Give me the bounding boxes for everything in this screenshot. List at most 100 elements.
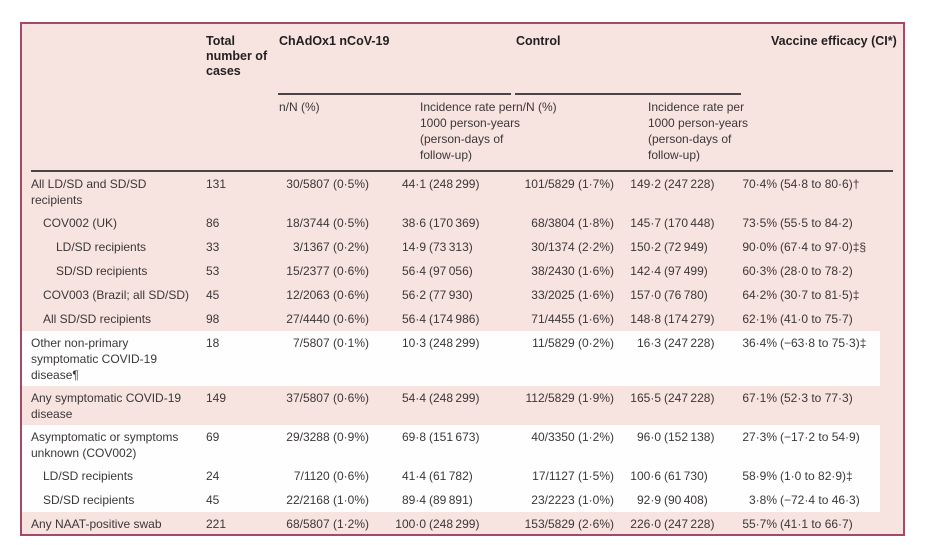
control-nn-cell: 71/4455 (1·6%): [531, 312, 614, 326]
vaccine-incidence-cell: 41·4 (61 782): [401, 469, 473, 483]
vaccine-nn-cell: 30/5807 (0·5%): [286, 177, 369, 191]
vaccine-nn-cell: 7/5807 (0·1%): [292, 336, 369, 350]
control-incidence-cell: 157·0 (76 780): [630, 288, 708, 302]
control-incidence-cell: 150·2 (72 949): [630, 240, 708, 254]
control-nn-cell: 11/5829 (0·2%): [532, 336, 614, 350]
efficacy-cell: 73·5% (55·5 to 84·2): [742, 216, 853, 230]
total-cases-cell: 33: [206, 240, 220, 254]
table-row: LD/SD recipients 33 3/1367 (0·2%) 14·9 (7…: [22, 235, 903, 259]
table-row: Asymptomatic or symptoms unknown (COV002…: [22, 425, 903, 464]
efficacy-cell: 67·1% (52·3 to 77·3): [742, 391, 853, 405]
efficacy-cell: 70·4% (54·8 to 80·6)†: [742, 177, 860, 191]
table-body: All LD/SD and SD/SD recipients 131 30/58…: [22, 172, 903, 534]
total-cases-cell: 45: [206, 288, 220, 302]
row-label: Other non-primary symptomatic COVID-19 d…: [31, 336, 158, 382]
efficacy-cell: 60·3% (28·0 to 78·2): [742, 264, 853, 278]
vaccine-incidence-cell: 10·3 (248 299): [401, 336, 480, 350]
efficacy-cell: 36·4% (−63·8 to 75·3)‡: [742, 336, 867, 350]
table-row: COV002 (UK) 86 18/3744 (0·5%) 38·6 (170 3…: [22, 211, 903, 235]
table-header: Total number of cases ChAdOx1 nCoV-19 Co…: [22, 24, 903, 172]
total-cases-cell: 221: [206, 517, 227, 531]
total-cases-cell: 24: [206, 469, 220, 483]
vaccine-incidence-cell: 54·4 (248 299): [401, 391, 480, 405]
efficacy-cell: 62·1% (41·0 to 75·7): [742, 312, 853, 326]
table-frame: Total number of cases ChAdOx1 nCoV-19 Co…: [20, 22, 905, 536]
vaccine-incidence-cell: 100·0 (248 299): [395, 517, 480, 531]
efficacy-cell: 55·7% (41·1 to 66·7): [742, 517, 853, 531]
vaccine-incidence-cell: 56·4 (97 056): [401, 264, 473, 278]
vaccine-incidence-cell: 14·9 (73 313): [401, 240, 473, 254]
control-incidence-cell: 226·0 (247 228): [630, 517, 715, 531]
row-label: Any symptomatic COVID-19 disease: [31, 391, 182, 421]
control-nn-cell: 68/3804 (1·8%): [531, 216, 614, 230]
control-incidence-cell: 165·5 (247 228): [630, 391, 715, 405]
table-row: COV003 (Brazil; all SD/SD) 45 12/2063 (0…: [22, 283, 903, 307]
total-cases-cell: 98: [206, 312, 220, 326]
total-cases-cell: 18: [206, 336, 220, 350]
header-bottom-rule: [31, 170, 893, 172]
control-nn-cell: 153/5829 (2·6%): [524, 517, 614, 531]
subheader-incidence-control: Incidence rate per 1000 person-years (pe…: [648, 100, 749, 162]
total-cases-cell: 53: [206, 264, 220, 278]
vaccine-nn-cell: 68/5807 (1·2%): [286, 517, 369, 531]
row-label: All LD/SD and SD/SD recipients: [31, 177, 147, 207]
control-incidence-cell: 96·0 (152 138): [636, 430, 715, 444]
table-row: Any symptomatic COVID-19 disease 149 37/…: [22, 386, 903, 425]
table-row: Other non-primary symptomatic COVID-19 d…: [22, 331, 903, 386]
subheader-nn-control: n/N (%): [516, 100, 557, 114]
control-incidence-cell: 92·9 (90 408): [636, 493, 708, 507]
vaccine-nn-cell: 3/1367 (0·2%): [292, 240, 369, 254]
control-incidence-cell: 100·6 (61 730): [630, 469, 708, 483]
vaccine-nn-cell: 29/3288 (0·9%): [286, 430, 369, 444]
control-incidence-cell: 16·3 (247 228): [636, 336, 715, 350]
row-label: SD/SD recipients: [56, 264, 148, 278]
vaccine-incidence-cell: 69·8 (151 673): [401, 430, 480, 444]
row-label: Asymptomatic or symptoms unknown (COV002…: [31, 430, 179, 460]
table-row: All LD/SD and SD/SD recipients 131 30/58…: [22, 172, 903, 211]
control-nn-cell: 112/5829 (1·9%): [525, 391, 615, 405]
control-nn-cell: 101/5829 (1·7%): [524, 177, 614, 191]
vaccine-nn-cell: 37/5807 (0·6%): [286, 391, 369, 405]
vaccine-nn-cell: 18/3744 (0·5%): [286, 216, 369, 230]
table-row: SD/SD recipients 53 15/2377 (0·6%) 56·4(…: [22, 259, 903, 283]
control-incidence-cell: 148·8 (174 279): [630, 312, 715, 326]
column-header-efficacy: Vaccine efficacy (CI*): [771, 34, 897, 48]
table-row: All SD/SD recipients 98 27/4440 (0·6%) 5…: [22, 307, 903, 331]
vaccine-group-rule: [278, 93, 511, 95]
column-header-total-cases: Total number of cases: [206, 34, 268, 78]
vaccine-nn-cell: 27/4440 (0·6%): [286, 312, 369, 326]
total-cases-cell: 69: [206, 430, 220, 444]
control-nn-cell: 33/2025 (1·6%): [531, 288, 614, 302]
vaccine-incidence-cell: 44·1 (248 299): [401, 177, 480, 191]
vaccine-incidence-cell: 56·2 (77 930): [401, 288, 473, 302]
row-label: LD/SD recipients: [56, 240, 147, 254]
row-label: All SD/SD recipients: [43, 312, 152, 326]
efficacy-cell: 58·9% (1·0 to 82·9)‡: [742, 469, 853, 483]
control-incidence-cell: 142·4 (97 499): [630, 264, 708, 278]
control-nn-cell: 30/1374 (2·2%): [531, 240, 614, 254]
total-cases-cell: 149: [206, 391, 227, 405]
row-label: SD/SD recipients: [43, 493, 135, 507]
control-nn-cell: 17/1127 (1·5%): [532, 469, 614, 483]
efficacy-cell: 27·3% (−17·2 to 54·9): [742, 430, 860, 444]
control-nn-cell: 40/3350 (1·2%): [531, 430, 614, 444]
group-header-vaccine: ChAdOx1 nCoV-19: [279, 34, 390, 48]
subheader-incidence-vaccine: Incidence rate per 1000 person-years (pe…: [420, 100, 521, 162]
total-cases-cell: 45: [206, 493, 220, 507]
vaccine-incidence-cell: 56·4 (174 986): [401, 312, 480, 326]
subheader-nn-vaccine: n/N (%): [279, 100, 320, 114]
vaccine-nn-cell: 7/1120 (0·6%): [293, 469, 369, 483]
control-incidence-cell: 145·7 (170 448): [630, 216, 715, 230]
control-nn-cell: 23/2223 (1·0%): [531, 493, 614, 507]
control-nn-cell: 38/2430 (1·6%): [531, 264, 614, 278]
vaccine-incidence-cell: 89·4 (89 891): [401, 493, 473, 507]
group-header-control: Control: [516, 34, 561, 48]
efficacy-cell: 64·2% (30·7 to 81·5)‡: [742, 288, 860, 302]
vaccine-incidence-cell: 38·6 (170 369): [401, 216, 480, 230]
row-label: COV002 (UK): [43, 216, 118, 230]
vaccine-nn-cell: 15/2377 (0·6%): [286, 264, 369, 278]
control-group-rule: [515, 93, 741, 95]
row-label: LD/SD recipients: [43, 469, 134, 483]
table-row: LD/SD recipients 24 7/1120 (0·6%) 41·4 (6…: [22, 464, 903, 488]
